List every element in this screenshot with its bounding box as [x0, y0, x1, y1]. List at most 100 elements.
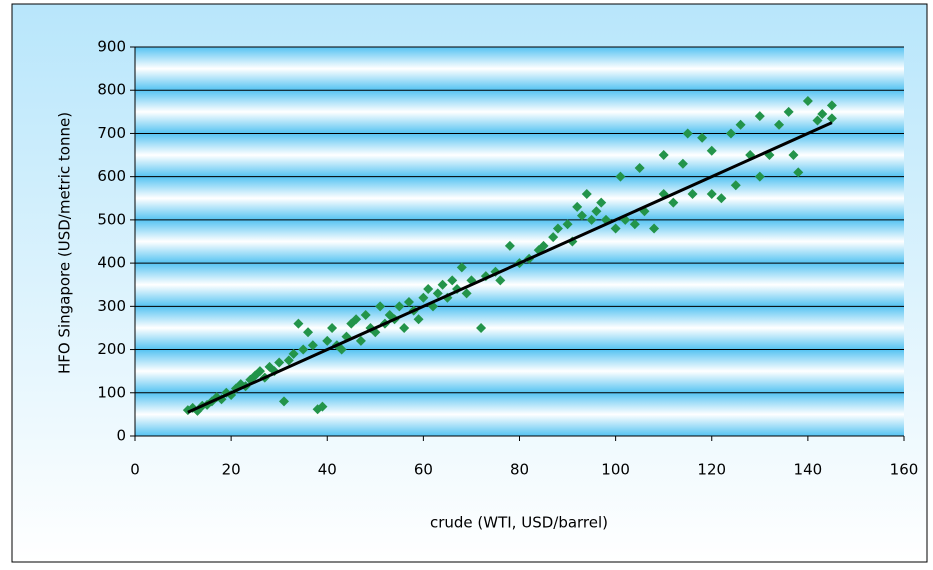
plot-band	[135, 263, 904, 307]
scatter-point	[552, 223, 563, 234]
scatter-point	[658, 150, 669, 161]
scatter-point	[634, 163, 645, 174]
scatter-point	[423, 284, 434, 295]
scatter-point	[307, 340, 318, 351]
scatter-point	[735, 119, 746, 130]
x-tick-label: 0	[130, 461, 140, 479]
scatter-point	[254, 366, 265, 377]
scatter-point	[278, 396, 289, 407]
x-tick-label: 80	[510, 461, 529, 479]
scatter-point	[649, 223, 660, 234]
scatter-point	[351, 314, 362, 325]
scatter-point	[288, 348, 299, 359]
scatter-point	[668, 197, 679, 208]
scatter-point	[476, 322, 487, 333]
y-tick-label: 900	[97, 38, 126, 56]
scatter-point	[591, 206, 602, 217]
x-tick-label: 140	[794, 461, 823, 479]
scatter-point	[317, 401, 328, 412]
scatter-point	[730, 180, 741, 191]
scatter-point	[774, 119, 785, 130]
scatter-point	[394, 301, 405, 312]
scatter-point	[355, 335, 366, 346]
y-tick-label: 200	[97, 340, 126, 358]
plot-band	[135, 133, 904, 177]
scatter-point	[812, 115, 823, 126]
scatter-point	[274, 357, 285, 368]
y-tick-label: 300	[97, 297, 126, 315]
scatter-point	[716, 193, 727, 204]
scatter-point	[629, 219, 640, 230]
scatter-point	[687, 188, 698, 199]
scatter-point	[303, 327, 314, 338]
plot-band	[135, 47, 904, 91]
y-tick-label: 800	[97, 81, 126, 99]
scatter-point	[293, 318, 304, 329]
trend-line	[187, 121, 833, 414]
x-axis-label: crude (WTI, USD/barrel)	[430, 514, 608, 532]
plot-band	[135, 392, 904, 436]
scatter-point	[538, 240, 549, 251]
y-tick-label: 100	[97, 383, 126, 401]
y-tick-label: 700	[97, 124, 126, 142]
scatter-point	[682, 128, 693, 139]
scatter-point	[298, 344, 309, 355]
scatter-point	[610, 223, 621, 234]
plot-band	[135, 306, 904, 350]
scatter-point	[754, 171, 765, 182]
scatter-point	[375, 301, 386, 312]
scatter-point	[596, 197, 607, 208]
scatter-point	[788, 150, 799, 161]
scatter-point	[432, 288, 443, 299]
scatter-point	[793, 167, 804, 178]
x-tick-label: 20	[222, 461, 241, 479]
scatter-point	[456, 262, 467, 273]
x-tick-label: 100	[601, 461, 630, 479]
plot-area	[135, 46, 904, 437]
scatter-point	[461, 288, 472, 299]
scatter-point	[706, 145, 717, 156]
x-tick-label: 160	[890, 461, 919, 479]
scatter-point	[418, 292, 429, 303]
scatter-point	[572, 201, 583, 212]
scatter-point	[576, 210, 587, 221]
scatter-point	[725, 128, 736, 139]
scatter-point	[504, 240, 515, 251]
scatter-point	[677, 158, 688, 169]
scatter-point	[495, 275, 506, 286]
scatter-point	[437, 279, 448, 290]
scatter-point	[562, 219, 573, 230]
y-tick-label: 400	[97, 254, 126, 272]
scatter-point	[826, 100, 837, 111]
scatter-point	[615, 171, 626, 182]
scatter-point	[783, 106, 794, 117]
scatter-point	[322, 335, 333, 346]
scatter-point	[586, 214, 597, 225]
x-tick-label: 40	[318, 461, 337, 479]
scatter-point	[403, 297, 414, 308]
scatter-point	[581, 188, 592, 199]
scatter-point	[754, 111, 765, 122]
scatter-point	[447, 275, 458, 286]
scatter-point	[399, 322, 410, 333]
scatter-point	[336, 344, 347, 355]
scatter-point	[360, 309, 371, 320]
scatter-point	[548, 232, 559, 243]
plot-band	[135, 219, 904, 264]
y-tick-label: 600	[97, 167, 126, 185]
scatter-point	[802, 96, 813, 107]
y-tick-label: 0	[116, 427, 126, 445]
x-tick-label: 120	[697, 461, 726, 479]
scatter-point	[826, 113, 837, 124]
scatter-point	[327, 322, 338, 333]
scatter-point	[697, 132, 708, 143]
y-axis-label: HFO Singapore (USD/metric tonne)	[56, 112, 74, 374]
y-tick-label: 500	[97, 210, 126, 228]
scatter-point	[283, 355, 294, 366]
plot-band	[135, 176, 904, 220]
x-tick-label: 60	[414, 461, 433, 479]
scatter-point	[413, 314, 424, 325]
scatter-point	[706, 188, 717, 199]
scatter-point	[817, 108, 828, 119]
